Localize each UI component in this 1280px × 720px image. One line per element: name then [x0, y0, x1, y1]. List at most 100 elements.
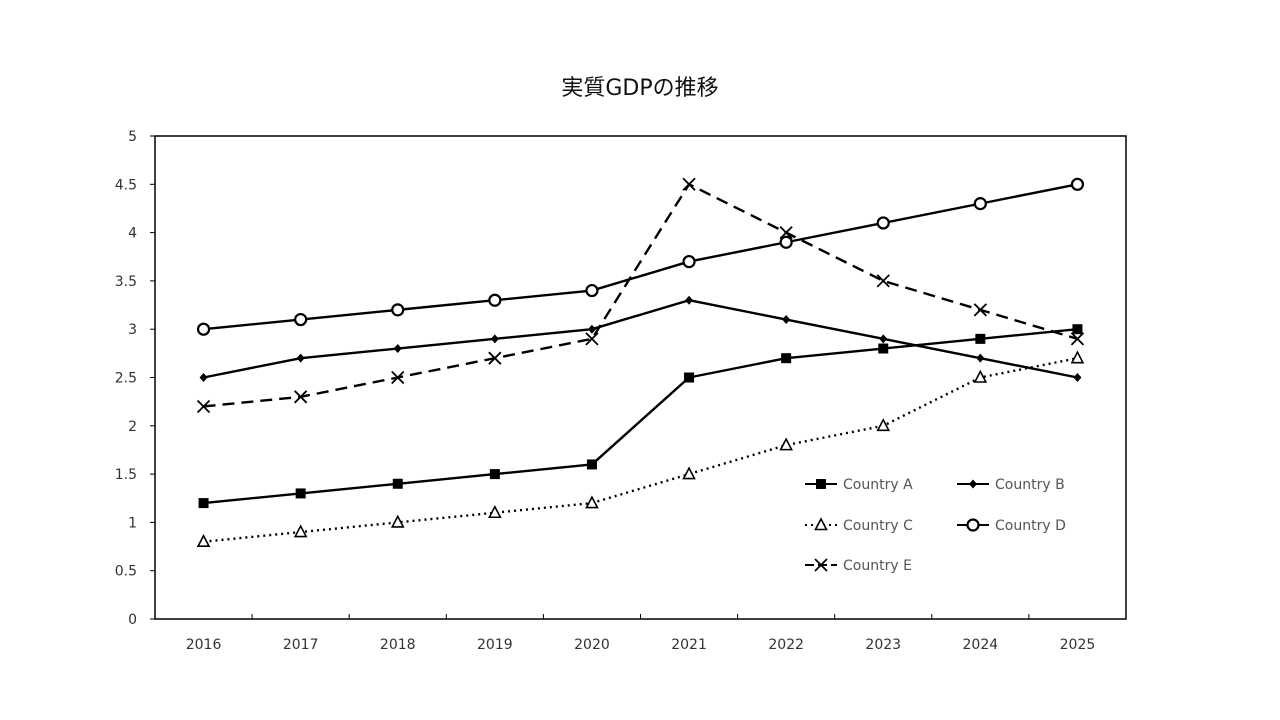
- x-tick-label: 2025: [1060, 637, 1096, 653]
- data-point: [393, 344, 402, 354]
- legend-label: Country C: [843, 518, 913, 534]
- series-4: [196, 177, 1085, 414]
- x-tick-label: 2021: [671, 637, 707, 653]
- legend-entry: Country E: [805, 558, 912, 574]
- series-line: [203, 183, 1078, 331]
- y-tick-label: 3.5: [115, 274, 137, 290]
- legend-marker: [966, 518, 980, 532]
- data-point: [196, 322, 211, 336]
- x-marker-stroke: [876, 274, 890, 288]
- x-axis: 2016 2017 2018 2019 2020 2021 2022 2023 2024 2025: [186, 614, 1096, 653]
- data-point: [489, 469, 500, 480]
- series-0: [198, 324, 1083, 509]
- data-point: [779, 225, 793, 240]
- data-point: [878, 343, 889, 354]
- y-axis: 0 0.5 1 1.5 2 2.5 3 3.5 4 4.5 5: [115, 129, 155, 628]
- series-line: [203, 328, 1078, 505]
- data-point: [293, 524, 308, 538]
- x-tick-label: 2024: [963, 637, 999, 653]
- x-tick-label: 2017: [283, 637, 319, 653]
- legend-marker: [969, 479, 977, 489]
- series-line: [203, 299, 1078, 379]
- data-point: [682, 254, 696, 269]
- data-point: [295, 488, 306, 499]
- data-point: [876, 274, 890, 288]
- x-marker-stroke: [585, 332, 599, 346]
- data-point: [490, 334, 499, 344]
- y-tick-label: 1.5: [115, 467, 137, 483]
- series-3: [196, 177, 1085, 336]
- legend-label: Country A: [843, 477, 913, 493]
- x-tick-label: 2019: [477, 637, 513, 653]
- x-marker-stroke: [814, 558, 828, 572]
- series-line: [203, 357, 1078, 543]
- data-point: [781, 353, 792, 364]
- y-tick-label: 2.5: [115, 371, 137, 387]
- y-tick-label: 3: [128, 322, 137, 338]
- legend: Country A Country B Country C Country D Coun…: [805, 477, 1066, 574]
- y-tick-label: 0.5: [115, 564, 137, 580]
- legend-entry: Country D: [957, 518, 1066, 534]
- data-point: [973, 369, 988, 383]
- x-tick-label: 2018: [380, 637, 416, 653]
- data-point: [685, 295, 694, 305]
- y-tick-label: 1: [128, 515, 137, 531]
- data-point: [976, 353, 985, 363]
- chart-title: 実質GDPの推移: [561, 76, 718, 101]
- data-point: [779, 437, 793, 451]
- data-point: [975, 333, 986, 344]
- data-point: [488, 505, 502, 519]
- data-point: [585, 495, 599, 509]
- legend-entry: Country A: [805, 477, 913, 493]
- data-point: [1073, 373, 1082, 382]
- data-point: [488, 293, 502, 307]
- y-tick-label: 4.5: [115, 177, 137, 193]
- legend-marker: [816, 479, 826, 489]
- data-point: [973, 197, 987, 211]
- data-point: [782, 315, 791, 325]
- data-point: [779, 235, 793, 249]
- data-point: [585, 283, 599, 298]
- data-point: [876, 418, 891, 432]
- legend-marker: [814, 558, 828, 572]
- data-point: [294, 312, 308, 327]
- data-point: [682, 466, 696, 480]
- data-point: [294, 390, 308, 404]
- data-point: [390, 514, 405, 528]
- data-point: [391, 303, 405, 317]
- y-tick-label: 5: [128, 129, 137, 145]
- data-point: [684, 372, 695, 383]
- x-marker-stroke: [1070, 332, 1085, 346]
- data-point: [392, 478, 403, 489]
- data-point: [682, 177, 696, 191]
- x-tick-label: 2023: [865, 637, 901, 653]
- data-point: [198, 498, 209, 509]
- data-point: [196, 533, 211, 548]
- data-point: [1070, 350, 1085, 364]
- y-tick-label: 2: [128, 419, 137, 435]
- x-marker-stroke: [196, 399, 211, 414]
- x-marker-stroke: [294, 390, 308, 404]
- data-point: [199, 373, 208, 382]
- legend-marker: [814, 517, 828, 531]
- legend-entry: Country B: [957, 477, 1065, 493]
- data-point: [1072, 324, 1083, 335]
- data-point: [876, 216, 890, 230]
- x-marker-stroke: [488, 351, 502, 365]
- data-point: [488, 351, 502, 365]
- legend-entry: Country C: [805, 517, 913, 534]
- data-point: [296, 353, 305, 363]
- series-2: [196, 350, 1085, 548]
- x-tick-label: 2022: [768, 637, 804, 653]
- series-1: [199, 295, 1082, 382]
- x-marker-stroke: [779, 225, 793, 240]
- x-marker-stroke: [391, 370, 405, 385]
- y-tick-label: 4: [128, 226, 137, 242]
- data-point: [196, 399, 211, 414]
- data-point: [973, 303, 987, 317]
- data-point: [587, 324, 596, 334]
- data-point: [1070, 332, 1085, 346]
- legend-label: Country E: [843, 558, 912, 574]
- x-tick-label: 2020: [574, 637, 610, 653]
